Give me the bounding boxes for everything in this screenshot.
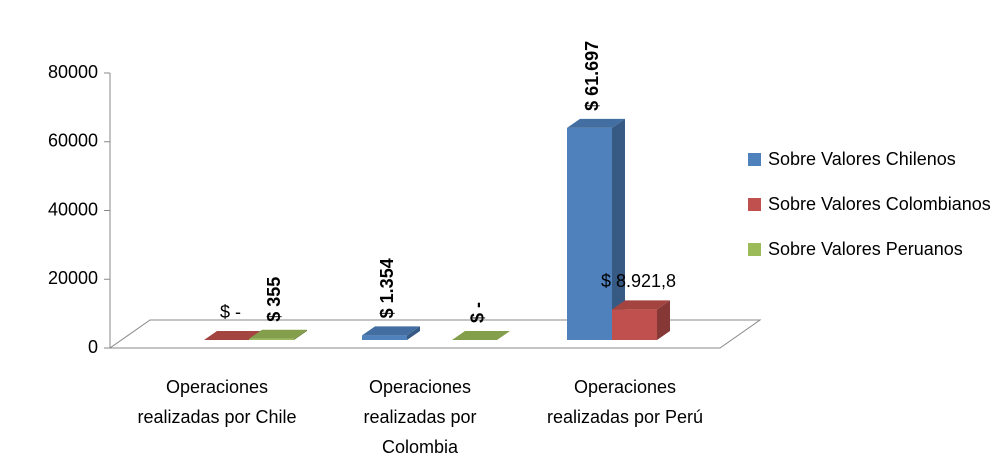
legend-swatch bbox=[748, 198, 761, 211]
bar-side bbox=[657, 300, 670, 340]
bar-top bbox=[204, 331, 262, 340]
legend-swatch bbox=[748, 243, 761, 256]
data-label: $ - bbox=[467, 302, 487, 323]
bar bbox=[204, 331, 262, 340]
x-tick-label: Operaciones realizadas por Chile bbox=[137, 377, 297, 427]
x-tick-label: Operaciones realizadas por Perú bbox=[546, 377, 704, 427]
bar-side bbox=[407, 326, 420, 340]
legend-label: Sobre Valores Peruanos bbox=[768, 239, 963, 259]
data-label: $ 61.697 bbox=[582, 41, 602, 111]
bar-side bbox=[612, 118, 625, 340]
bar-front bbox=[249, 338, 294, 340]
legend-label: Sobre Valores Chilenos bbox=[768, 149, 956, 169]
data-label: $ 1.354 bbox=[377, 258, 397, 318]
bar-top bbox=[567, 118, 625, 128]
bar bbox=[362, 326, 420, 340]
bar-top bbox=[452, 331, 510, 340]
data-label: $ - bbox=[220, 302, 241, 322]
bar bbox=[452, 331, 510, 340]
x-tick-label: Operaciones realizadas por Colombia bbox=[363, 377, 477, 457]
bar-top bbox=[612, 300, 670, 310]
bar-side bbox=[294, 329, 307, 340]
bar-top bbox=[249, 329, 307, 339]
bar bbox=[567, 118, 625, 340]
bar bbox=[612, 300, 670, 340]
legend-swatch bbox=[748, 153, 761, 166]
data-label: $ 355 bbox=[264, 277, 284, 322]
bar-front bbox=[567, 127, 612, 340]
bar bbox=[249, 329, 307, 340]
y-tick-label: 20000 bbox=[48, 268, 98, 288]
y-tick-label: 60000 bbox=[48, 131, 98, 151]
bar-front bbox=[362, 335, 407, 340]
y-tick-label: 80000 bbox=[48, 62, 98, 82]
bar-top bbox=[362, 326, 420, 336]
y-tick-label: 0 bbox=[88, 337, 98, 357]
legend-label: Sobre Valores Colombianos bbox=[768, 194, 991, 214]
data-label: $ 8.921,8 bbox=[601, 271, 676, 291]
y-tick-label: 40000 bbox=[48, 199, 98, 219]
bar-front bbox=[612, 309, 657, 340]
